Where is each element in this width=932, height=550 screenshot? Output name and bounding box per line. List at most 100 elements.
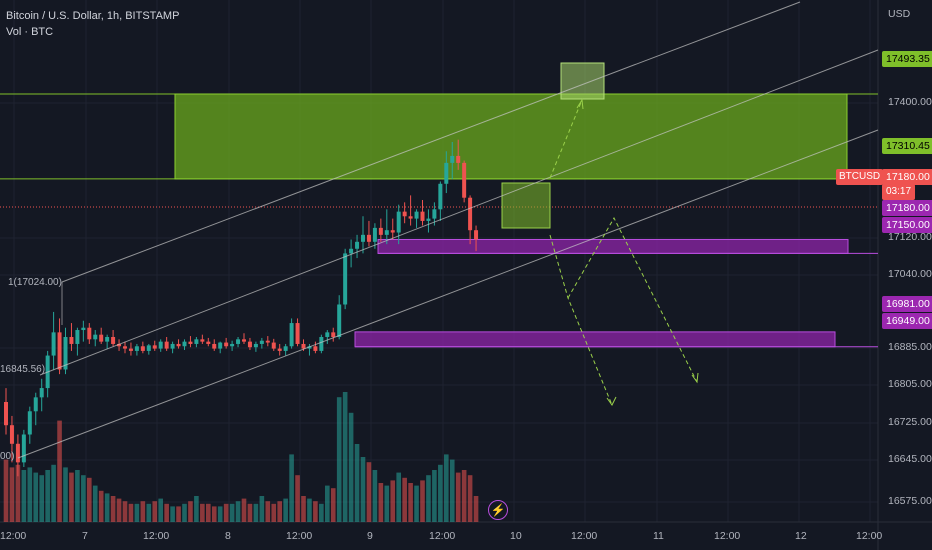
volume-bar	[217, 506, 223, 522]
volume-bar	[307, 498, 312, 522]
box2-top-price-label: 16981.00	[882, 296, 932, 312]
left-annotation: 16845.56)	[0, 364, 46, 375]
price-tick-label: 17040.00	[888, 268, 932, 280]
lightning-icon[interactable]: ⚡	[488, 500, 508, 520]
candle-body	[242, 339, 246, 342]
channel-middle-line	[39, 49, 879, 376]
candle-body	[462, 162, 467, 198]
volume-bar	[265, 501, 271, 522]
price-tick-label: 16885.00	[888, 341, 932, 353]
volume-bar	[277, 501, 282, 522]
projection-down-arrow	[549, 234, 613, 406]
arrowhead	[576, 98, 584, 110]
volume-bar	[259, 496, 265, 522]
volume-bar	[134, 503, 140, 522]
volume-bar	[229, 503, 235, 522]
volume-bar	[33, 472, 39, 522]
volume-bar	[27, 467, 33, 522]
volume-bar	[194, 496, 199, 522]
candle-body	[372, 227, 377, 242]
candle-body	[57, 332, 62, 370]
volume-bar	[325, 485, 330, 522]
volume-bar	[176, 506, 181, 522]
candle-body	[152, 345, 157, 349]
volume-bar	[313, 501, 318, 522]
channel-upper-line	[61, 1, 801, 283]
time-tick-label: 12	[795, 530, 807, 542]
projection-arrows	[549, 98, 699, 406]
volume-bar	[140, 501, 146, 522]
candle-body	[230, 343, 235, 347]
volume-bar	[69, 472, 74, 522]
channel-lower-line	[17, 129, 879, 459]
candle-body	[212, 343, 217, 349]
candle-body	[337, 304, 342, 337]
volume-bar	[295, 475, 300, 522]
currency-label: USD	[888, 8, 911, 20]
candle-body	[271, 342, 276, 349]
candle-body	[15, 443, 20, 463]
symbol-price-label: BTCUSD	[836, 169, 884, 185]
volume-bar	[75, 470, 80, 522]
candle-body	[158, 341, 163, 349]
candle-body	[265, 340, 270, 343]
candle-body	[75, 330, 80, 344]
candle-body	[164, 341, 169, 349]
candle-body	[63, 336, 68, 370]
green-target-zone	[174, 93, 848, 180]
volume-bar	[87, 477, 92, 522]
volume-bar	[336, 397, 342, 522]
volume-bar	[146, 503, 152, 522]
entry-box	[501, 182, 551, 229]
candle-body	[325, 332, 330, 337]
purple-zone-2	[354, 331, 836, 348]
volume-bar	[182, 503, 187, 522]
candle-body	[69, 336, 74, 344]
candle-body	[456, 155, 461, 163]
candle-body	[200, 339, 205, 342]
candle-body	[134, 346, 139, 351]
box1-top-price-label: 17180.00	[882, 200, 932, 216]
candle-body	[93, 334, 98, 340]
time-tick-label: 9	[367, 530, 373, 542]
candle-body	[111, 336, 116, 344]
price-tick-label: 16805.00	[888, 378, 932, 390]
volume-bar	[354, 444, 360, 522]
candle-body	[4, 401, 8, 426]
chart-title: Bitcoin / U.S. Dollar, 1h, BITSTAMP	[6, 10, 180, 22]
candle-body	[444, 162, 449, 184]
candle-body	[331, 332, 336, 337]
candle-body	[253, 343, 258, 348]
volume-indicator-label: Vol · BTC	[6, 26, 54, 38]
volume-bar	[211, 506, 217, 522]
candle-body	[402, 211, 407, 217]
candle-body	[87, 327, 92, 340]
candle-body	[247, 341, 252, 348]
candle-body	[146, 345, 151, 351]
volume-bar	[21, 470, 27, 522]
volume-bar	[122, 501, 128, 522]
volume-bar	[348, 412, 354, 522]
candle-body	[313, 346, 318, 351]
time-tick-label: 12:00	[143, 530, 170, 542]
volume-bar	[438, 464, 443, 522]
volume-bar	[455, 472, 461, 522]
volume-bar	[98, 490, 104, 522]
projection-up-arrow	[549, 99, 583, 179]
volume-bar	[271, 503, 277, 522]
drawing-zones	[0, 62, 878, 348]
candle-body	[414, 211, 419, 219]
volume-bar	[92, 485, 98, 522]
volume-bars	[3, 392, 479, 522]
volume-bar	[449, 459, 455, 522]
candle-body	[51, 332, 56, 356]
arrowhead	[606, 396, 617, 406]
candle-body	[9, 425, 14, 444]
candle-body	[301, 343, 306, 349]
zone-bottom-price-label: 17310.45	[882, 138, 932, 154]
volume-bar	[9, 467, 15, 522]
candle-body	[378, 227, 383, 235]
volume-bar	[342, 392, 348, 522]
